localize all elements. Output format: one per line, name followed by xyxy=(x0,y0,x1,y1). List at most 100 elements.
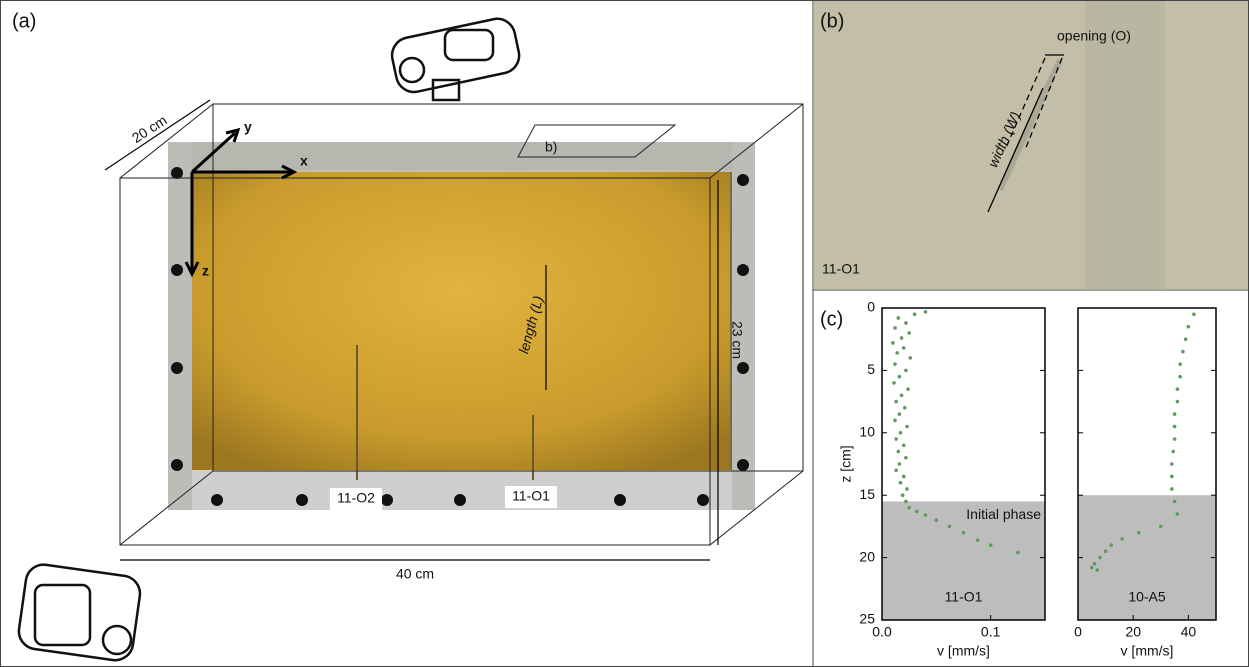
data-point xyxy=(1181,350,1185,354)
data-point xyxy=(1170,487,1174,491)
data-point xyxy=(894,468,898,472)
y-tick-label: 5 xyxy=(867,361,875,377)
data-point xyxy=(1184,337,1188,341)
figure: (a) 20 cm 23 cm 40 cm x y z b) length (L… xyxy=(0,0,1249,667)
data-point xyxy=(901,493,905,497)
data-point xyxy=(892,381,896,385)
data-point xyxy=(898,412,902,416)
sample-label: 10-A5 xyxy=(1128,589,1166,605)
x-axis-label: v [mm/s] xyxy=(937,643,990,659)
inset-marker: b) xyxy=(545,139,557,155)
data-point xyxy=(895,351,899,355)
crack-photo xyxy=(814,1,1248,289)
data-point xyxy=(924,310,928,314)
y-tick-label: 15 xyxy=(859,486,875,502)
data-point xyxy=(894,400,898,404)
data-point xyxy=(899,481,903,485)
data-point xyxy=(1137,531,1141,535)
data-point xyxy=(1098,556,1102,560)
data-point xyxy=(1170,462,1174,466)
data-point xyxy=(903,406,907,410)
data-point xyxy=(989,543,993,547)
y-tick-label: 0 xyxy=(867,299,875,315)
data-point xyxy=(1090,566,1094,570)
data-point xyxy=(897,450,901,454)
y-tick-label: 20 xyxy=(859,548,875,564)
data-point xyxy=(1170,475,1174,479)
data-point xyxy=(902,443,906,447)
data-point xyxy=(907,331,911,335)
data-point xyxy=(900,394,904,398)
data-point xyxy=(1096,568,1100,572)
data-point xyxy=(1176,512,1180,516)
data-point xyxy=(897,316,901,320)
x-tick-label: 0.0 xyxy=(872,624,892,640)
data-point xyxy=(905,425,909,429)
data-point xyxy=(1120,537,1124,541)
data-point xyxy=(894,437,898,441)
x-tick-label: 40 xyxy=(1181,624,1197,640)
data-point xyxy=(1178,362,1182,366)
data-point xyxy=(905,487,909,491)
tank-photo xyxy=(168,142,755,510)
data-point xyxy=(1173,412,1177,416)
data-point xyxy=(1093,562,1097,566)
data-point xyxy=(902,475,906,479)
data-point xyxy=(904,500,908,504)
annotation: opening (O) xyxy=(1057,28,1131,44)
data-point xyxy=(1176,400,1180,404)
data-point xyxy=(1187,325,1191,329)
axis-label: y xyxy=(244,119,252,135)
panel-label: (c) xyxy=(820,308,843,330)
dimension-label: 23 cm xyxy=(729,321,745,359)
y-axis-label: z [cm] xyxy=(838,445,854,482)
data-point xyxy=(913,312,917,316)
data-point xyxy=(900,336,904,340)
x-tick-label: 0.1 xyxy=(981,624,1001,640)
data-point xyxy=(1104,550,1108,554)
panel-label: (b) xyxy=(820,10,844,32)
data-point xyxy=(1192,312,1196,316)
data-point xyxy=(924,513,928,517)
data-point xyxy=(915,510,919,514)
data-point xyxy=(906,387,910,391)
data-point xyxy=(904,456,908,460)
dimension-label: 40 cm xyxy=(396,566,434,582)
data-point xyxy=(898,375,902,379)
x-tick-label: 0 xyxy=(1074,624,1082,640)
data-point xyxy=(1178,375,1182,379)
data-point xyxy=(1173,425,1177,429)
sample-label: 11-O1 xyxy=(822,261,860,277)
data-point xyxy=(1171,450,1175,454)
data-point xyxy=(893,419,897,423)
data-point xyxy=(902,346,906,350)
x-axis-label: v [mm/s] xyxy=(1121,643,1174,659)
data-point xyxy=(976,538,980,542)
data-point xyxy=(1016,551,1020,555)
axis-label: z xyxy=(202,263,209,279)
data-point xyxy=(1109,543,1113,547)
data-point xyxy=(891,341,895,345)
sample-label: 11-O1 xyxy=(945,589,983,605)
data-point xyxy=(948,525,952,529)
data-point xyxy=(904,321,908,325)
panel-label: (a) xyxy=(12,10,36,32)
data-point xyxy=(1176,387,1180,391)
phase-label: Initial phase xyxy=(966,506,1041,522)
data-point xyxy=(1173,437,1177,441)
data-point xyxy=(907,506,911,510)
data-point xyxy=(1159,525,1163,529)
sample-label: 11-O2 xyxy=(337,490,375,506)
data-point xyxy=(962,531,966,535)
sample-label: 11-O1 xyxy=(512,488,550,504)
axis-label: x xyxy=(300,153,308,169)
data-point xyxy=(1173,500,1177,504)
data-point xyxy=(904,369,908,373)
x-tick-label: 20 xyxy=(1125,624,1141,640)
data-point xyxy=(908,356,912,360)
data-point xyxy=(893,362,897,366)
y-tick-label: 10 xyxy=(859,424,875,440)
data-point xyxy=(899,431,903,435)
data-point xyxy=(893,326,897,330)
data-point xyxy=(898,462,902,466)
